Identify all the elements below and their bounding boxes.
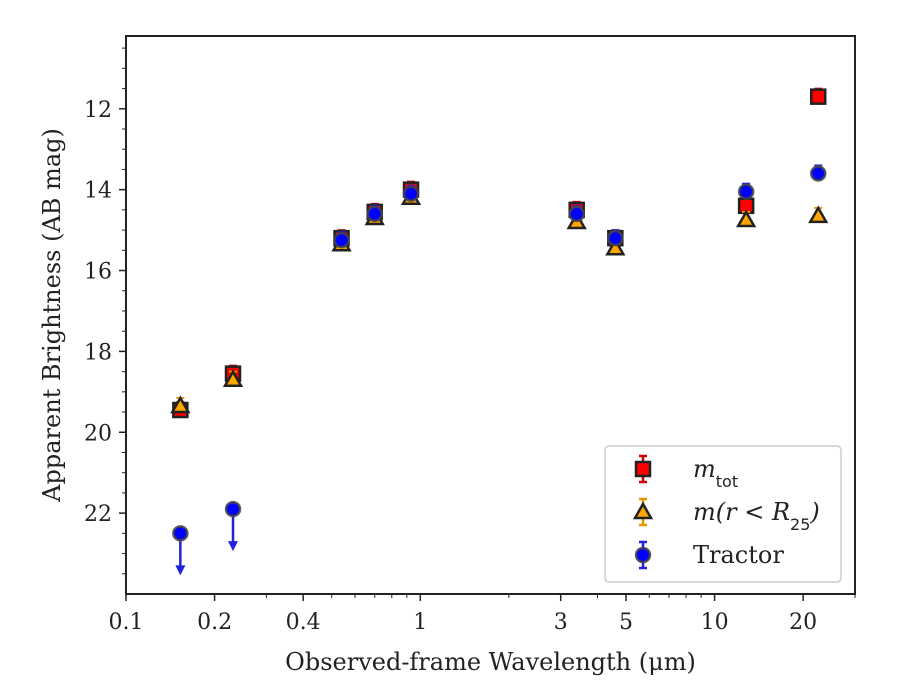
legend-label-subscript: 25 <box>790 515 810 534</box>
series-square <box>172 87 827 419</box>
x-tick-label: 0.1 <box>109 610 144 635</box>
legend-label-tail: ) <box>809 498 819 526</box>
y-tick-label: 18 <box>84 340 112 365</box>
y-tick-label: 20 <box>84 421 112 446</box>
data-point <box>735 209 757 228</box>
legend-marker <box>634 546 652 564</box>
data-point <box>333 231 350 249</box>
marks-layer <box>170 87 829 576</box>
legend-marker <box>632 501 654 520</box>
data-point <box>809 165 827 182</box>
x-tick-label: 3 <box>554 610 568 635</box>
legend-label-main: m(r < R <box>693 498 790 526</box>
series-circle <box>172 164 827 576</box>
x-tick-label: 10 <box>701 610 729 635</box>
data-point <box>568 205 585 223</box>
legend-label: Tractor <box>693 541 784 569</box>
data-point <box>605 237 626 256</box>
x-tick-label: 20 <box>789 610 817 635</box>
y-tick-label: 12 <box>84 98 112 123</box>
y-tick-label: 16 <box>84 260 112 285</box>
legend: mtot m(r < R25) Tractor <box>604 445 842 583</box>
x-tick-label: 0.2 <box>197 610 232 635</box>
data-point <box>366 205 383 223</box>
x-tick-label: 0.4 <box>286 610 321 635</box>
data-point <box>809 88 827 105</box>
y-axis-label: Apparent Brightness (AB mag) <box>38 128 66 503</box>
legend-label: m(r < R25) <box>693 498 820 534</box>
legend-label-subscript: tot <box>716 472 738 491</box>
upper-limit-arrowhead <box>175 565 186 576</box>
upper-limit-arrowhead <box>228 541 239 552</box>
data-point <box>222 369 244 387</box>
data-point <box>402 185 420 202</box>
plot-frame <box>125 35 856 595</box>
x-tick-label: 1 <box>413 610 427 635</box>
series-triangle <box>170 187 829 414</box>
legend-label-main: m <box>693 455 716 483</box>
y-tick-label: 22 <box>84 502 112 527</box>
legend-label: mtot <box>693 455 738 491</box>
legend-box <box>604 445 842 583</box>
data-point <box>808 205 829 224</box>
x-axis-label: Observed-frame Wavelength (μm) <box>285 648 696 676</box>
data-point <box>737 183 755 200</box>
tick-layer: 0.1 0.2 0.4 1 3 5 10 20 12 14 16 18 20 22 <box>84 47 856 635</box>
legend-label-main: Tractor <box>693 541 784 569</box>
data-point <box>224 500 242 518</box>
data-point <box>170 395 191 414</box>
y-tick-label: 14 <box>84 179 112 204</box>
legend-marker <box>634 460 652 478</box>
data-point <box>607 229 624 247</box>
x-tick-label: 5 <box>619 610 633 635</box>
data-point <box>172 525 189 542</box>
